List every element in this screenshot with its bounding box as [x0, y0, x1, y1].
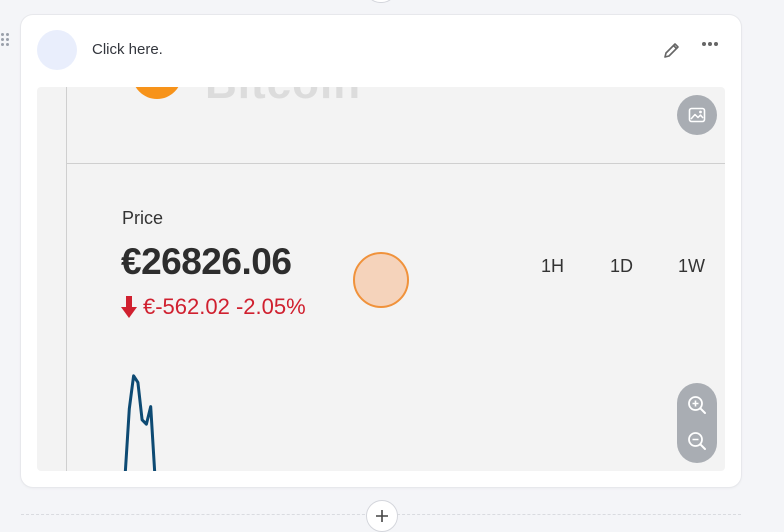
- price-value: €26826.06: [121, 241, 292, 282]
- range-1d[interactable]: 1D: [610, 256, 634, 276]
- coin-logo: [132, 87, 182, 99]
- price-series-line: [123, 374, 157, 471]
- image-button[interactable]: [677, 95, 717, 135]
- price-change: €-562.02 -2.05%: [121, 294, 306, 320]
- edit-button[interactable]: [661, 39, 683, 61]
- price-label: Price: [122, 208, 164, 228]
- cursor-indicator: [353, 252, 409, 308]
- pencil-icon: [664, 43, 679, 58]
- coin-name: Bitcoin: [205, 87, 361, 109]
- more-horizontal-icon: [702, 42, 718, 46]
- zoom-in-button[interactable]: [677, 387, 717, 423]
- zoom-out-button[interactable]: [677, 423, 717, 459]
- divider-horizontal: [66, 163, 725, 164]
- divider-vertical: [66, 87, 67, 471]
- range-1h[interactable]: 1H: [541, 256, 565, 276]
- zoom-in-icon: [688, 396, 706, 414]
- range-1w[interactable]: 1W: [678, 256, 705, 276]
- image-icon: [688, 107, 706, 123]
- drag-handle-icon[interactable]: [1, 33, 11, 47]
- block-title[interactable]: Click here.: [92, 41, 163, 58]
- avatar: [37, 30, 77, 70]
- top-add-button-edge[interactable]: [366, 0, 396, 3]
- price-widget: Bitcoin Price €26826.06 €-562.02 -2.05% …: [37, 87, 725, 471]
- price-chart: [123, 374, 157, 471]
- zoom-out-icon: [688, 432, 706, 450]
- zoom-controls: [677, 383, 717, 463]
- block-card: Click here. Bitcoin Price €26826.06: [21, 15, 741, 487]
- plus-icon: [376, 510, 388, 522]
- add-block-button[interactable]: [366, 500, 398, 532]
- more-options-button[interactable]: [699, 37, 721, 51]
- price-change-text: €-562.02 -2.05%: [143, 294, 306, 319]
- arrow-down-icon: [121, 296, 137, 318]
